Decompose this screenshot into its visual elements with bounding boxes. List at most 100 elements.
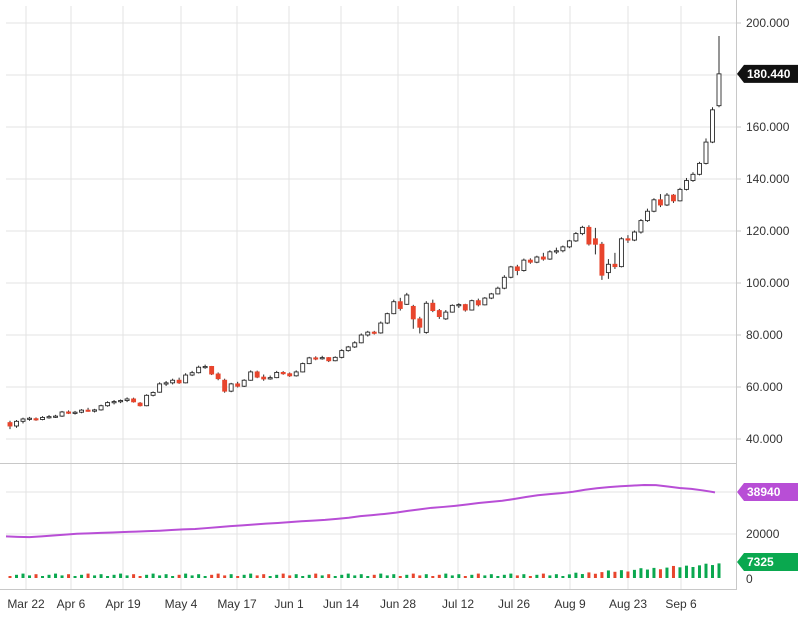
candle-down [612,263,618,268]
candle-down [209,366,215,375]
candle-up [274,371,280,379]
volume-bar [619,570,623,578]
x-tick-label: Jul 26 [498,597,530,611]
volume-bar [190,575,194,578]
candle-up [228,383,234,392]
volume-bar [340,574,344,578]
candle-down [540,256,546,260]
candle-up [651,199,657,212]
volume-bar [86,573,90,578]
candle-down [313,357,319,360]
x-tick-label: Mar 22 [7,597,45,611]
volume-bar [158,575,162,578]
candle-up [189,372,195,376]
volume-panel [8,563,721,578]
candle-up [79,409,85,413]
candle-up [332,356,338,362]
volume-bar [470,574,474,578]
volume-bar [327,574,331,578]
volume-bar [418,575,422,578]
candle-up [547,251,553,260]
volume-bar [652,567,656,578]
candle-up [319,357,325,360]
indicator-panel [5,483,716,539]
volume-bar [697,565,701,578]
candle-up [449,304,455,313]
x-tick-label: May 17 [217,597,257,611]
candle-up [378,322,384,334]
candle-up [157,383,163,393]
volume-bar [606,570,610,578]
candle-up [183,374,189,384]
volume-bar [47,574,51,578]
volume-bar [561,576,565,578]
candle-down [658,199,663,206]
volume-bar [366,576,370,578]
candle-down [417,318,423,328]
volume-bar [671,565,675,578]
volume-bar [678,567,682,578]
volume-bar [203,576,207,578]
candle-up [534,256,540,263]
x-tick-label: Apr 6 [57,597,86,611]
x-tick-label: Jun 28 [380,597,416,611]
volume-bar [353,575,357,578]
candle-up [566,240,572,248]
candle-up [248,371,254,381]
volume-bar [314,573,318,578]
candle-up [553,250,559,253]
candle-up [293,371,299,377]
candle-down [66,411,71,414]
candle-up [267,377,273,380]
volume-bar [359,574,363,578]
volume-bar [184,573,188,578]
volume-bar [262,574,266,578]
candle-up [605,263,611,274]
candle-down [222,379,228,392]
x-tick-label: Apr 19 [105,597,141,611]
volume-bar [437,574,441,578]
y-tick-label: 160.000 [746,120,790,134]
candle-down [371,331,377,334]
candle-up [423,302,429,333]
candle-down [599,243,605,276]
y-tick-label: 120.000 [746,224,790,238]
volume-bar [21,573,25,578]
candle-up [618,238,624,268]
candle-up [14,420,19,427]
volume-bar [145,574,149,578]
x-tick-label: Jul 12 [442,597,474,611]
volume-bar [151,573,155,578]
candle-down [85,409,91,412]
candle-down [137,402,143,407]
volume-bar [249,573,253,578]
volume-value-tag: 7325 [737,553,798,571]
candle-down [326,357,332,362]
candle-up [345,346,351,352]
candlestick-series [7,36,722,430]
volume-bar [242,574,246,578]
candle-down [671,194,676,202]
x-tick-label: Jun 1 [274,597,304,611]
volume-bar [119,573,123,578]
volume-bar [379,573,383,578]
candle-up [684,180,689,190]
candle-down [7,422,13,427]
volume-bar [41,576,45,578]
volume-bar [255,575,259,578]
last-price-tag: 180.440 [737,64,798,83]
last-price-tag-bg [737,64,798,83]
volume-bar [522,574,526,578]
candle-down [410,305,416,320]
volume-bar [509,573,513,578]
candle-up [456,304,462,307]
candle-up [144,394,150,407]
volume-bar [704,563,708,578]
volume-bar [392,574,396,578]
candle-up [27,417,32,420]
candle-up [384,313,390,324]
volume-bar [106,576,110,578]
volume-bar [496,576,500,578]
volume-bar [99,574,103,578]
candle-up [105,402,111,407]
